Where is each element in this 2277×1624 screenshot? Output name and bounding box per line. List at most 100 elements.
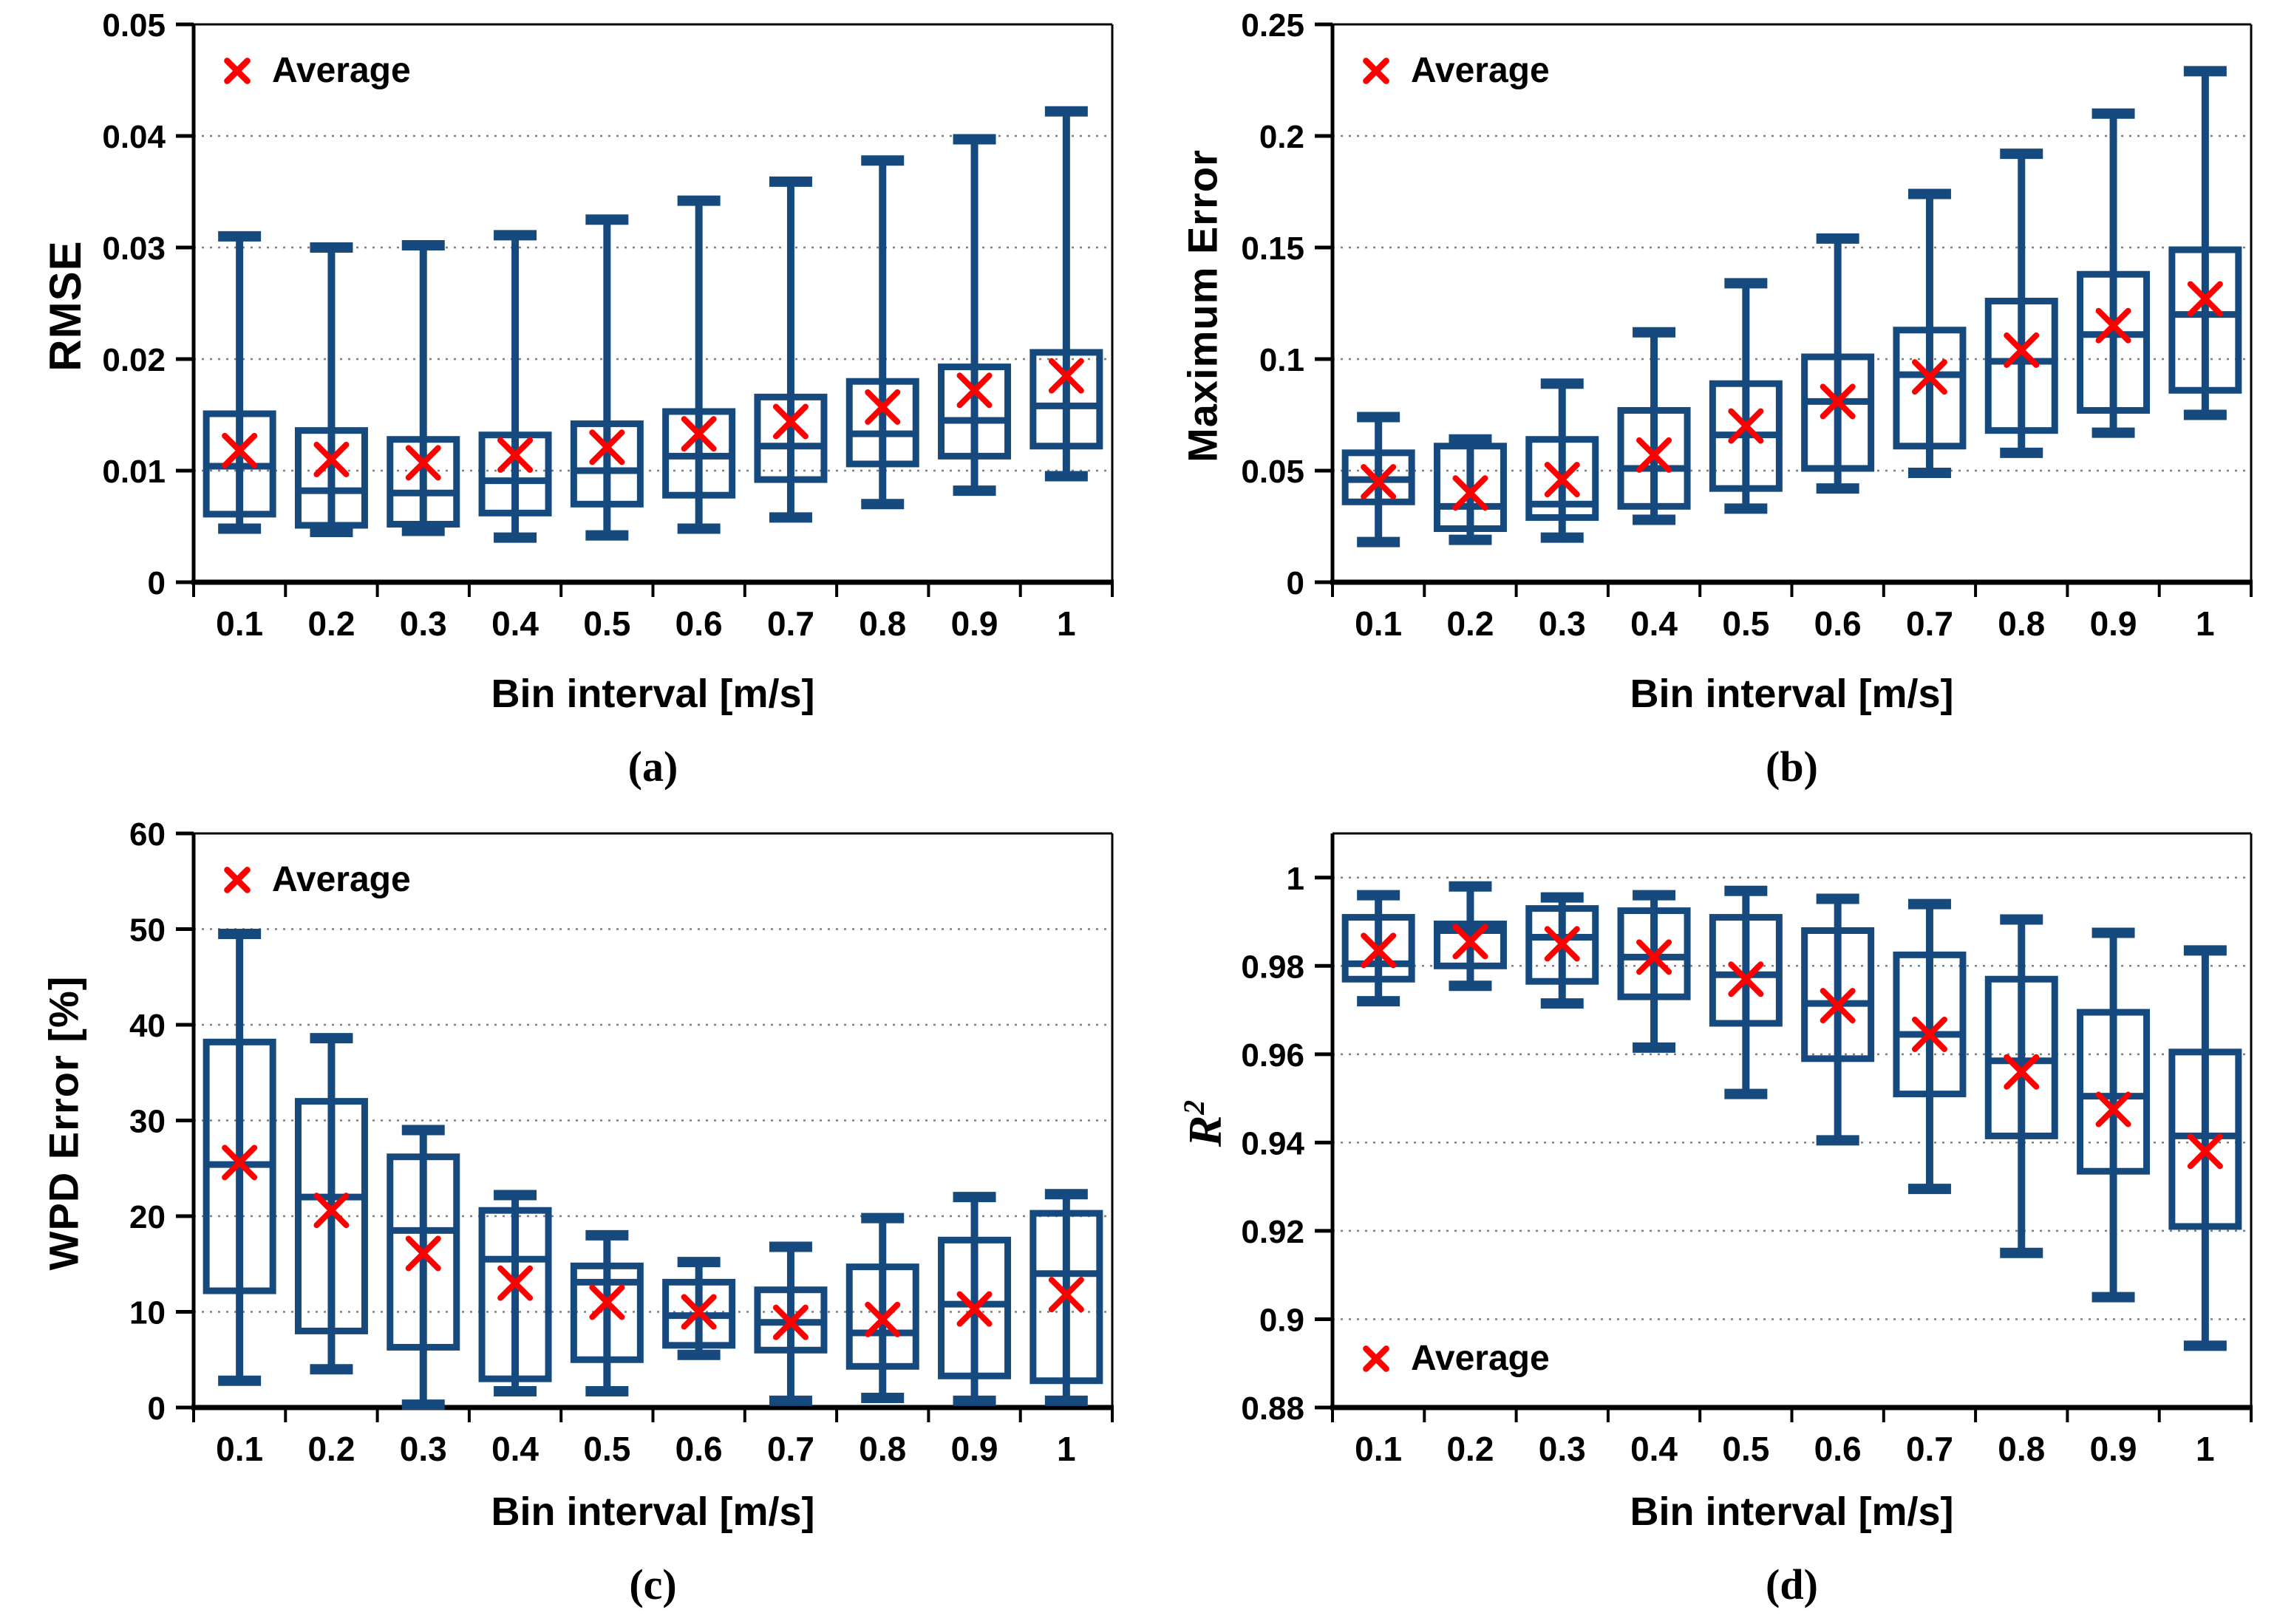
x-axis-ticks: 0.1 0.2 0.3 0.4 0.5 0.6 0.7 0.8 0.9 1	[192, 1408, 1114, 1468]
average-marker-bin-0.3	[1544, 926, 1580, 962]
average-marker-bin-0.4	[497, 437, 534, 473]
svg-text:0.25: 0.25	[1241, 7, 1304, 44]
svg-text:0.6: 0.6	[675, 604, 723, 643]
boxplot-bin-0.7	[1893, 188, 1967, 479]
legend-label: Average	[272, 860, 411, 899]
legend-average: Average	[1361, 1338, 1550, 1379]
average-marker-bin-0.9	[956, 1291, 993, 1327]
average-marker-bin-0.7	[772, 1304, 809, 1340]
svg-text:0.9: 0.9	[1259, 1302, 1304, 1338]
average-marker-bin-0.3	[405, 1235, 441, 1272]
average-marker-bin-0.9	[956, 372, 993, 409]
boxplot-bin-0.8	[1984, 914, 2058, 1258]
svg-text:0.2: 0.2	[1446, 604, 1494, 643]
svg-text:0.5: 0.5	[1722, 1430, 1769, 1468]
average-markers	[222, 1144, 1084, 1340]
boxplot-bin-0.6	[662, 195, 736, 534]
average-marker-bin-1	[2187, 1133, 2223, 1170]
average-marker-bin-0.5	[1728, 408, 1764, 444]
svg-text:0.4: 0.4	[491, 1430, 539, 1468]
svg-text:0.88: 0.88	[1241, 1391, 1304, 1427]
boxplot-bin-0.1	[1341, 890, 1415, 1007]
average-marker-bin-0.8	[865, 389, 901, 425]
svg-text:0.92: 0.92	[1241, 1214, 1304, 1250]
svg-text:1: 1	[1057, 1430, 1076, 1468]
average-marker-bin-0.7	[772, 403, 809, 440]
svg-text:0.1: 0.1	[1355, 1430, 1402, 1468]
svg-text:0: 0	[1287, 565, 1304, 601]
svg-text:0.98: 0.98	[1241, 949, 1304, 985]
svg-text:0.2: 0.2	[307, 1430, 355, 1468]
boxplot-bin-0.9	[938, 134, 1012, 497]
svg-text:0.6: 0.6	[675, 1430, 723, 1468]
boxplot-bin-0.1	[202, 928, 276, 1386]
average-marker-bin-0.9	[2095, 307, 2131, 344]
svg-text:0.9: 0.9	[2090, 604, 2137, 643]
svg-text:0.2: 0.2	[1259, 119, 1304, 155]
x-axis-title: Bin interval [m/s]	[491, 1490, 815, 1534]
average-marker-bin-0.9	[2095, 1091, 2131, 1127]
average-x-icon	[224, 866, 251, 893]
y-gridlines	[1332, 876, 2251, 1320]
boxplot-bin-0.3	[1525, 892, 1599, 1009]
average-marker-bin-0.4	[497, 1265, 534, 1301]
average-markers	[1361, 281, 2223, 511]
x-axis-ticks: 0.1 0.2 0.3 0.4 0.5 0.6 0.7 0.8 0.9 1	[192, 582, 1114, 643]
average-marker-bin-0.7	[1911, 1016, 1947, 1052]
legend-average: Average	[1361, 50, 1550, 91]
average-marker-bin-0.4	[1636, 437, 1672, 473]
svg-text:0.6: 0.6	[1814, 1430, 1862, 1468]
svg-text:0.8: 0.8	[859, 1430, 906, 1468]
panel-maximum-error: Maximum Error 0 0.05 0.1 0.15 0.2 0.25 0.1 0.2 0…	[1139, 0, 2277, 812]
svg-text:50: 50	[129, 912, 166, 949]
x-axis-title: Bin interval [m/s]	[1630, 1490, 1954, 1534]
boxplot-bin-0.5	[570, 1229, 644, 1396]
svg-text:0.7: 0.7	[767, 1430, 814, 1468]
average-marker-bin-0.2	[313, 441, 350, 477]
boxplot-bin-0.3	[387, 1125, 460, 1410]
y-axis-ticks: 0 0.05 0.1 0.15 0.2 0.25	[1241, 7, 1332, 601]
svg-text:0.3: 0.3	[1539, 1430, 1586, 1468]
panel-caption: (b)	[1766, 743, 1818, 791]
average-markers	[1361, 924, 2223, 1170]
svg-text:0.1: 0.1	[216, 1430, 263, 1468]
plot-area-wpd-error: 0 10 20 30 40 50 60 0.1 0.2 0.3 0.4 0.5 0.6 0.7 0.8 0.9…	[129, 816, 1114, 1468]
y-gridlines	[1332, 134, 2251, 472]
panel-caption: (d)	[1766, 1560, 1818, 1608]
svg-text:0: 0	[148, 1391, 166, 1427]
svg-text:0.7: 0.7	[1906, 604, 1953, 643]
legend-average: Average	[222, 50, 411, 91]
panel-rmse: RMSE 0 0.01 0.02 0.03 0.04 0.05 0.1 0.2 0.3 0.4 0.…	[0, 0, 1138, 812]
svg-text:1: 1	[1057, 604, 1076, 643]
average-marker-bin-1	[1048, 1277, 1084, 1313]
legend-label: Average	[272, 51, 411, 90]
x-axis-title: Bin interval [m/s]	[1630, 672, 1954, 716]
y-gridlines	[194, 928, 1112, 1313]
boxplots	[202, 928, 1103, 1410]
average-marker-bin-0.3	[1544, 462, 1580, 498]
svg-text:40: 40	[129, 1008, 166, 1044]
boxplot-bin-0.4	[478, 230, 552, 543]
boxplot-bin-0.2	[1433, 881, 1507, 992]
svg-text:0.8: 0.8	[1998, 1430, 2045, 1468]
svg-text:0.1: 0.1	[216, 604, 263, 643]
svg-text:0.02: 0.02	[102, 342, 166, 378]
average-marker-bin-0.8	[865, 1301, 901, 1337]
boxplot-bin-0.4	[478, 1190, 552, 1396]
svg-text:0.5: 0.5	[583, 604, 630, 643]
boxplot-bin-0.7	[754, 176, 828, 523]
average-marker-bin-1	[2187, 281, 2223, 317]
boxplot-bin-1	[1029, 106, 1103, 482]
average-marker-bin-0.6	[681, 1294, 717, 1330]
average-x-icon	[1363, 57, 1389, 84]
panel-r-squared: R2 0.88 0.9 0.92 0.94 0.96 0.98 1 0.1 0.2 0.3 0.4 0…	[1139, 812, 2277, 1624]
x-axis-ticks: 0.1 0.2 0.3 0.4 0.5 0.6 0.7 0.8 0.9 1	[1331, 582, 2253, 643]
svg-text:0.5: 0.5	[583, 1430, 630, 1468]
boxplot-bin-0.3	[1525, 378, 1599, 543]
svg-text:0.04: 0.04	[102, 119, 166, 155]
average-marker-bin-0.5	[589, 429, 625, 465]
svg-text:0.3: 0.3	[1539, 604, 1586, 643]
average-marker-bin-0.1	[222, 1144, 258, 1181]
boxplot-bin-0.4	[1617, 890, 1691, 1053]
y-axis-ticks: 0 10 20 30 40 50 60	[129, 816, 194, 1427]
